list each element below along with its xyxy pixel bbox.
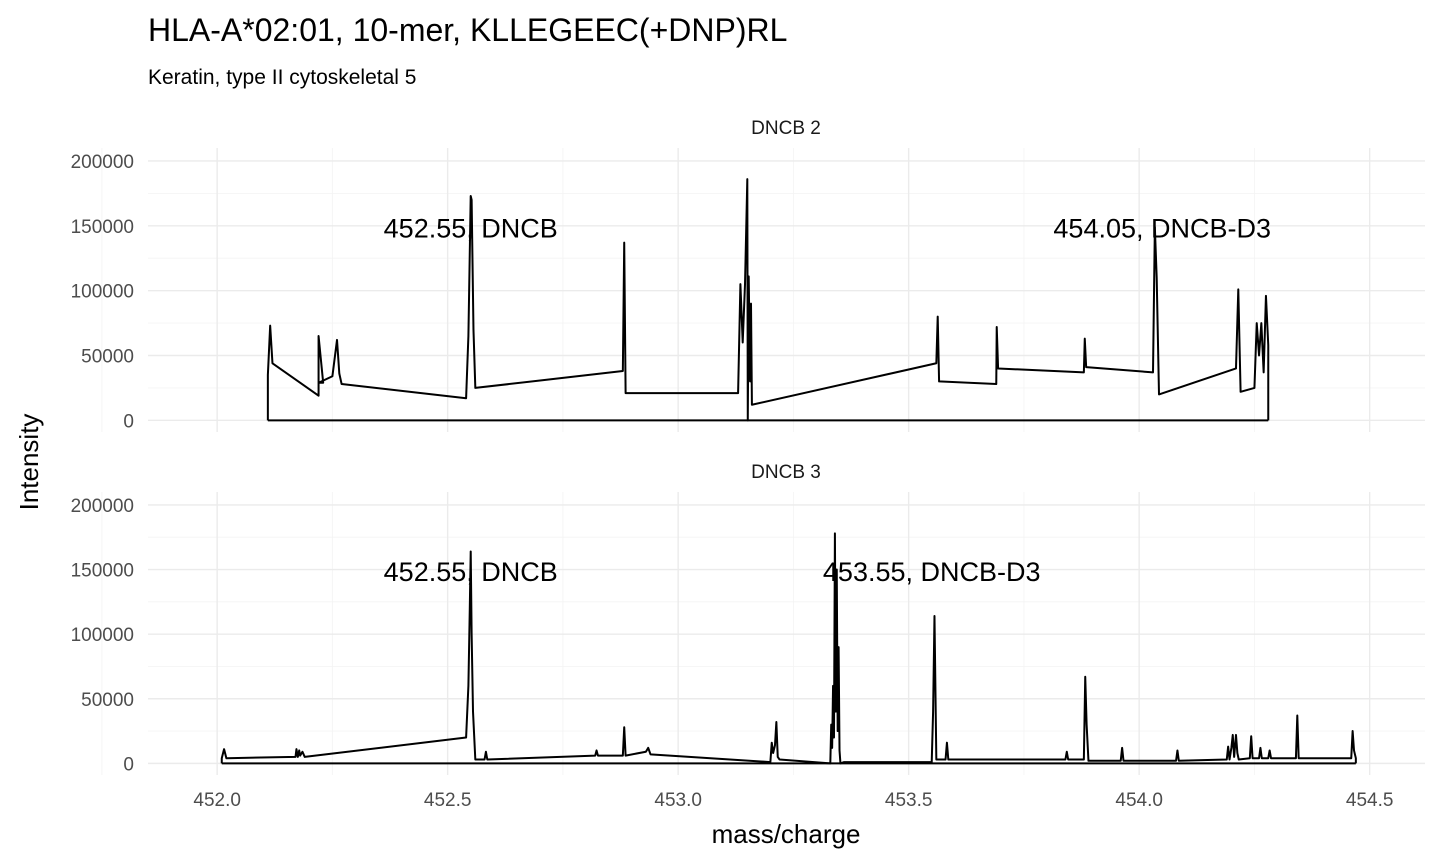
y-axis-label: Intensity (14, 414, 44, 511)
peak-annotation: 454.05, DNCB-D3 (1053, 213, 1271, 243)
peak-annotation: 453.55, DNCB-D3 (823, 557, 1041, 587)
peak-annotation: 452.55, DNCB (384, 557, 558, 587)
x-axis-label: mass/charge (712, 819, 861, 849)
spectrum-trace (266, 178, 1270, 422)
panel-dncb2: 0 50000 100000 150000 200000 452.55, DNCB 454.… (71, 148, 1425, 432)
y-tick-label: 50000 (81, 346, 134, 367)
x-axis-ticks: 452.0 452.5 453.0 453.5 454.0 454.5 (193, 790, 1393, 811)
y-tick-label: 0 (123, 411, 134, 432)
y-tick-label: 150000 (71, 217, 134, 238)
x-tick-label: 452.5 (424, 790, 472, 811)
chart-title: HLA-A*02:01, 10-mer, KLLEGEEC(+DNP)RL (148, 12, 787, 48)
panel-strip-dncb2: DNCB 2 (751, 118, 821, 139)
x-tick-label: 453.0 (654, 790, 702, 811)
y-tick-label: 100000 (71, 625, 134, 646)
panel-dncb3: 0 50000 100000 150000 200000 452.55, DNCB 453.… (71, 492, 1425, 775)
y-tick-label: 100000 (71, 282, 134, 303)
peak-annotation: 452.55, DNCB (384, 213, 558, 243)
y-tick-label: 200000 (71, 152, 134, 173)
y-tick-label: 150000 (71, 561, 134, 582)
y-tick-label: 0 (123, 754, 134, 775)
x-tick-label: 454.5 (1346, 790, 1394, 811)
x-tick-label: 454.0 (1115, 790, 1163, 811)
x-tick-label: 452.0 (193, 790, 241, 811)
spectrum-trace (220, 532, 1357, 765)
panel-strip-dncb3: DNCB 3 (751, 462, 821, 483)
x-tick-label: 453.5 (885, 790, 933, 811)
y-tick-label: 50000 (81, 690, 134, 711)
y-tick-label: 200000 (71, 496, 134, 517)
chart-subtitle: Keratin, type II cytoskeletal 5 (148, 66, 416, 89)
